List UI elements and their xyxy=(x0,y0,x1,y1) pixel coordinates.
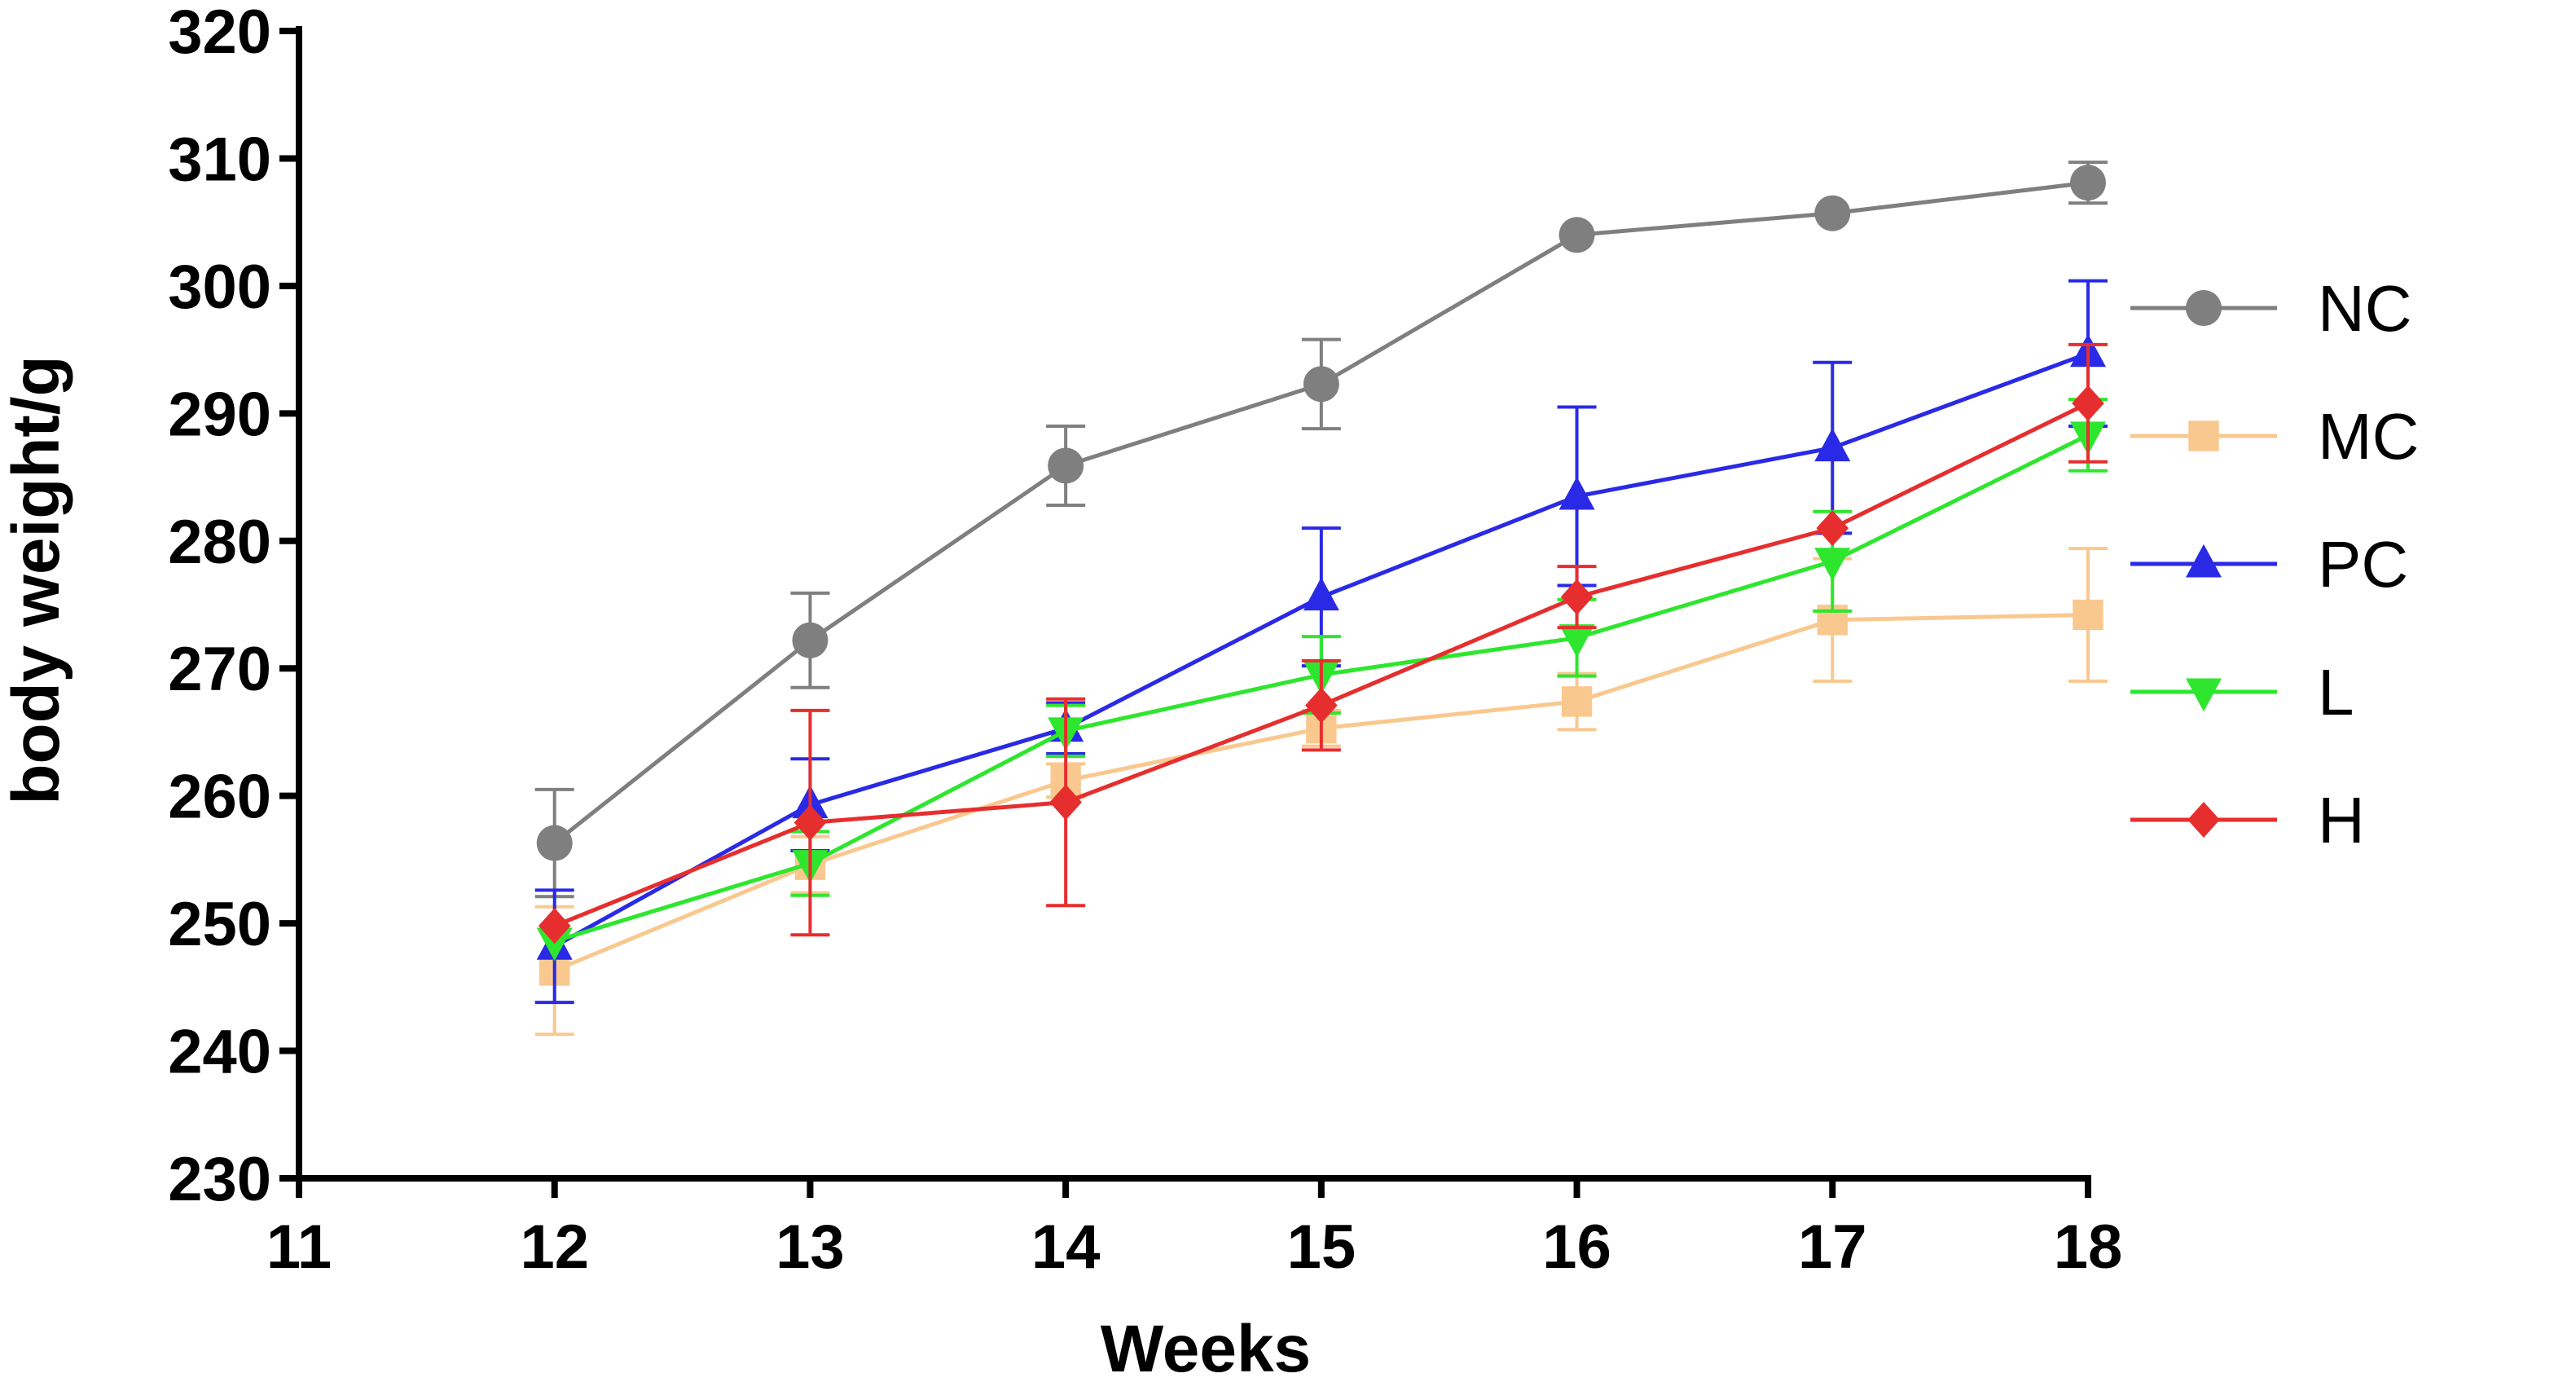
data-point xyxy=(1814,195,1851,231)
data-point xyxy=(1049,784,1082,821)
y-tick-label: 240 xyxy=(168,1018,271,1087)
data-point xyxy=(1560,579,1594,615)
y-tick-label: 310 xyxy=(168,125,271,194)
legend-label: PC xyxy=(2318,528,2408,601)
y-tick-label: 290 xyxy=(168,380,271,449)
data-point xyxy=(1048,447,1084,484)
series-layer xyxy=(534,161,2108,1037)
legend: NC MC PC LH xyxy=(2130,272,2419,856)
y-tick-label: 260 xyxy=(168,763,271,832)
data-point xyxy=(1303,577,1339,611)
legend-item-h: H xyxy=(2130,784,2365,856)
series-nc xyxy=(534,161,2108,899)
data-point xyxy=(1561,686,1593,717)
y-tick-label: 320 xyxy=(168,0,271,67)
legend-label: L xyxy=(2318,656,2354,729)
legend-item-l: L xyxy=(2130,656,2354,729)
data-point xyxy=(1558,476,1595,510)
data-point xyxy=(793,804,827,841)
x-tick-label: 12 xyxy=(520,1213,589,1282)
data-point xyxy=(2073,599,2103,631)
x-tick-label: 13 xyxy=(776,1213,845,1282)
axes: 230 240 250 260 270 280 290 300 310 320 11 12 13 14 15… xyxy=(168,0,2122,1282)
data-point xyxy=(2072,385,2104,421)
legend-marker xyxy=(2186,290,2222,326)
data-point xyxy=(1305,687,1338,724)
legend-marker xyxy=(2186,544,2222,578)
series-h xyxy=(538,342,2108,944)
data-point xyxy=(1816,510,1849,547)
x-tick-label: 14 xyxy=(1031,1213,1101,1282)
legend-item-nc: NC xyxy=(2130,272,2412,345)
y-axis-title: body weight/g xyxy=(0,355,73,804)
y-tick-label: 250 xyxy=(168,890,271,959)
x-tick-label: 15 xyxy=(1287,1213,1356,1282)
data-point xyxy=(1303,366,1339,403)
legend-marker xyxy=(2186,678,2222,712)
data-point xyxy=(1814,428,1851,462)
data-point xyxy=(2070,165,2106,201)
legend-label: NC xyxy=(2318,272,2412,345)
data-point xyxy=(1558,624,1595,658)
y-tick-label: 270 xyxy=(168,635,271,704)
y-tick-label: 280 xyxy=(168,508,271,577)
data-point xyxy=(536,825,573,861)
x-tick-label: 11 xyxy=(266,1213,332,1282)
y-tick-label: 300 xyxy=(168,253,271,322)
x-axis-title: Weeks xyxy=(1101,1312,1311,1386)
data-point xyxy=(536,927,573,962)
data-point xyxy=(1814,548,1851,582)
x-tick-label: 18 xyxy=(2054,1213,2123,1282)
y-tick-label: 230 xyxy=(168,1145,271,1214)
legend-marker xyxy=(2187,802,2220,838)
legend-marker xyxy=(2188,420,2219,451)
legend-label: H xyxy=(2318,784,2365,856)
x-tick-label: 17 xyxy=(1798,1213,1867,1282)
legend-label: MC xyxy=(2318,400,2419,473)
data-point xyxy=(792,622,829,658)
data-point xyxy=(538,908,571,944)
data-point xyxy=(1558,217,1595,253)
legend-item-mc: MC xyxy=(2130,400,2419,473)
legend-item-pc: PC xyxy=(2130,528,2408,601)
x-tick-label: 16 xyxy=(1542,1213,1611,1282)
